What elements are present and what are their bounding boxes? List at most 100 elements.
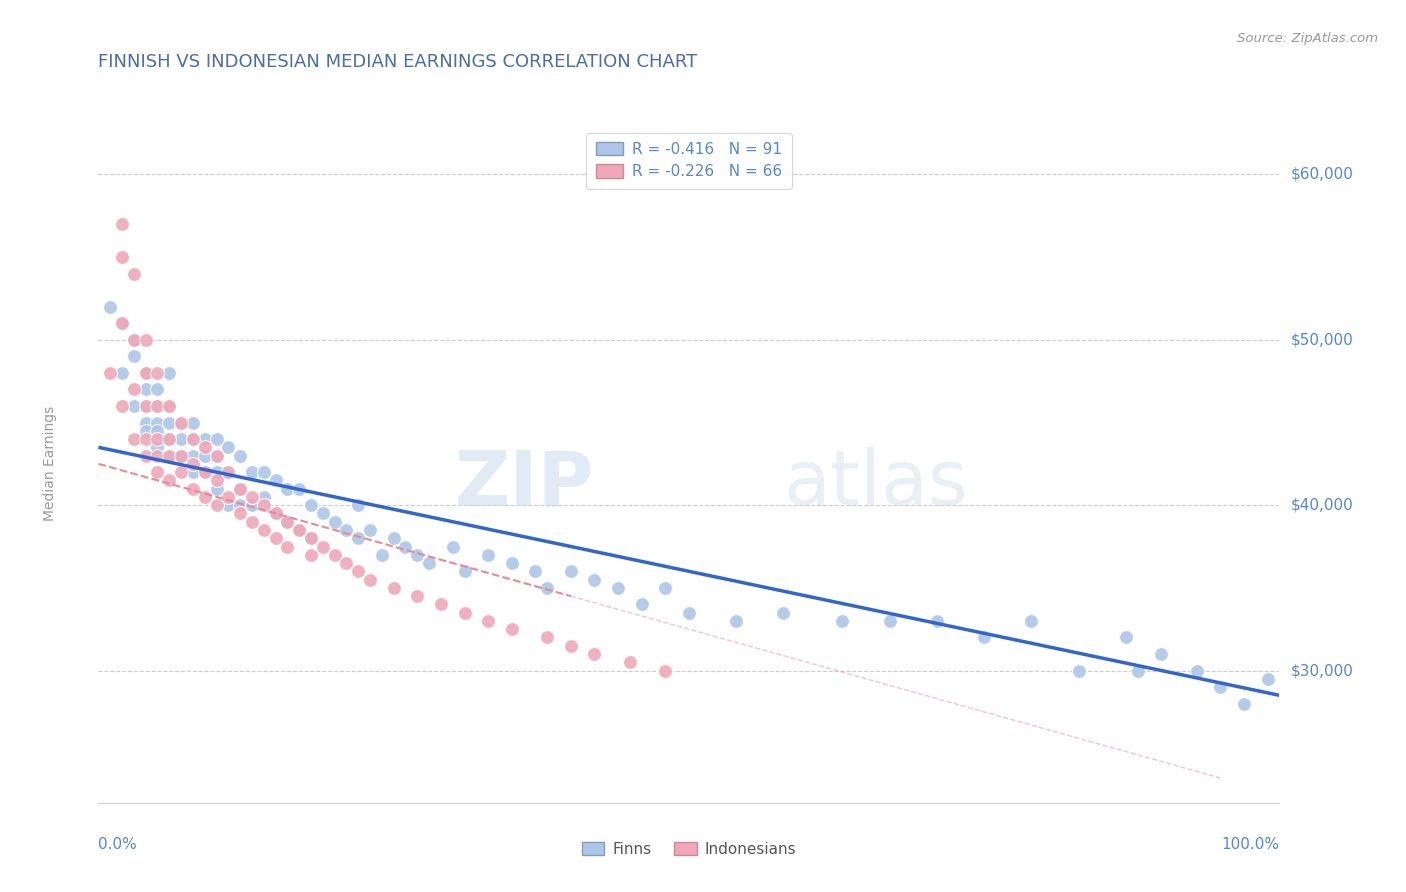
Point: [394, 540, 416, 554]
Point: [170, 432, 193, 446]
Point: [146, 399, 169, 413]
Point: [654, 664, 676, 678]
Point: [181, 432, 204, 446]
Point: [253, 490, 276, 504]
Text: atlas: atlas: [783, 447, 969, 521]
Point: [382, 581, 405, 595]
Point: [146, 465, 169, 479]
Point: [1126, 664, 1149, 678]
Point: [146, 399, 169, 413]
Point: [583, 647, 606, 661]
Point: [98, 366, 121, 380]
Text: Source: ZipAtlas.com: Source: ZipAtlas.com: [1237, 31, 1378, 45]
Point: [240, 498, 263, 512]
Text: $50,000: $50,000: [1291, 333, 1354, 347]
Point: [240, 490, 263, 504]
Point: [122, 432, 145, 446]
Point: [194, 490, 217, 504]
Point: [135, 399, 157, 413]
Point: [135, 383, 157, 397]
Point: [170, 465, 193, 479]
Point: [111, 399, 134, 413]
Point: [194, 440, 217, 454]
Point: [382, 531, 405, 545]
Point: [146, 432, 169, 446]
Point: [217, 498, 239, 512]
Point: [276, 515, 298, 529]
Point: [276, 540, 298, 554]
Point: [347, 564, 370, 578]
Point: [536, 581, 558, 595]
Point: [194, 432, 217, 446]
Point: [111, 217, 134, 231]
Point: [181, 432, 204, 446]
Point: [170, 416, 193, 430]
Point: [181, 482, 204, 496]
Point: [453, 606, 475, 620]
Point: [536, 631, 558, 645]
Legend: Finns, Indonesians: Finns, Indonesians: [575, 836, 803, 863]
Point: [135, 449, 157, 463]
Point: [194, 449, 217, 463]
Text: ZIP: ZIP: [456, 447, 595, 521]
Point: [229, 482, 252, 496]
Point: [1067, 664, 1090, 678]
Point: [146, 383, 169, 397]
Point: [288, 523, 311, 537]
Point: [181, 449, 204, 463]
Point: [205, 498, 228, 512]
Point: [135, 399, 157, 413]
Point: [240, 515, 263, 529]
Point: [229, 482, 252, 496]
Point: [122, 383, 145, 397]
Point: [217, 490, 239, 504]
Point: [157, 399, 180, 413]
Point: [678, 606, 700, 620]
Point: [146, 366, 169, 380]
Point: [418, 556, 440, 570]
Point: [725, 614, 748, 628]
Point: [312, 540, 335, 554]
Point: [146, 424, 169, 438]
Point: [276, 515, 298, 529]
Point: [560, 639, 582, 653]
Point: [217, 465, 239, 479]
Point: [453, 564, 475, 578]
Point: [146, 416, 169, 430]
Point: [477, 614, 499, 628]
Point: [1150, 647, 1173, 661]
Point: [111, 250, 134, 264]
Point: [312, 507, 335, 521]
Point: [98, 300, 121, 314]
Point: [299, 498, 322, 512]
Point: [288, 482, 311, 496]
Point: [264, 507, 287, 521]
Point: [406, 589, 429, 603]
Point: [194, 465, 217, 479]
Point: [217, 465, 239, 479]
Point: [630, 598, 652, 612]
Point: [1185, 664, 1208, 678]
Point: [194, 465, 217, 479]
Point: [157, 366, 180, 380]
Point: [122, 350, 145, 364]
Point: [359, 523, 381, 537]
Text: $60,000: $60,000: [1291, 167, 1354, 182]
Point: [135, 333, 157, 347]
Point: [181, 416, 204, 430]
Text: FINNISH VS INDONESIAN MEDIAN EARNINGS CORRELATION CHART: FINNISH VS INDONESIAN MEDIAN EARNINGS CO…: [98, 54, 697, 71]
Point: [157, 449, 180, 463]
Point: [371, 548, 394, 562]
Point: [347, 498, 370, 512]
Point: [181, 457, 204, 471]
Point: [831, 614, 853, 628]
Point: [288, 523, 311, 537]
Point: [501, 556, 523, 570]
Point: [157, 474, 180, 488]
Point: [157, 399, 180, 413]
Point: [772, 606, 794, 620]
Point: [879, 614, 901, 628]
Point: [1233, 697, 1256, 711]
Point: [122, 267, 145, 281]
Point: [135, 432, 157, 446]
